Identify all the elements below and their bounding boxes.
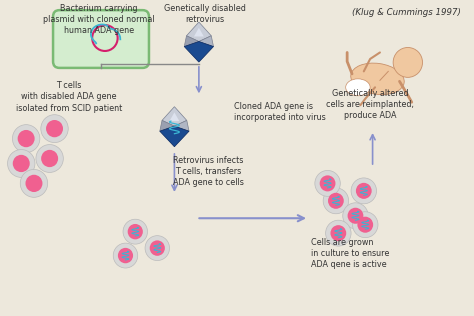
Circle shape	[351, 178, 376, 204]
Circle shape	[12, 125, 40, 153]
Polygon shape	[174, 120, 189, 131]
Text: Genetically altered
cells are reimplanted,
produce ADA: Genetically altered cells are reimplante…	[326, 89, 414, 120]
Circle shape	[145, 236, 170, 261]
Circle shape	[128, 224, 143, 240]
Polygon shape	[160, 120, 174, 131]
Circle shape	[113, 243, 138, 268]
Polygon shape	[194, 28, 204, 36]
Circle shape	[356, 183, 372, 199]
Text: Bacterium carrying
plasmid with cloned normal
human ADA gene: Bacterium carrying plasmid with cloned n…	[43, 4, 155, 35]
Circle shape	[330, 225, 346, 241]
Circle shape	[398, 59, 404, 66]
Polygon shape	[162, 107, 187, 126]
Circle shape	[46, 120, 63, 137]
Polygon shape	[186, 22, 211, 41]
Text: Cells are grown
in culture to ensure
ADA qene is active: Cells are grown in culture to ensure ADA…	[311, 238, 390, 269]
Circle shape	[357, 217, 373, 233]
Polygon shape	[170, 112, 179, 121]
Circle shape	[26, 175, 43, 192]
Circle shape	[18, 130, 35, 147]
Circle shape	[319, 175, 336, 191]
Circle shape	[315, 170, 340, 196]
Circle shape	[347, 208, 364, 224]
Circle shape	[8, 149, 35, 177]
Text: Cloned ADA gene is
incorporated into virus: Cloned ADA gene is incorporated into vir…	[234, 102, 326, 122]
Circle shape	[41, 115, 68, 143]
Circle shape	[393, 47, 422, 77]
Circle shape	[118, 248, 133, 263]
Text: T cells
with disabled ADA gene
isolated from SCID patient: T cells with disabled ADA gene isolated …	[16, 81, 122, 112]
Circle shape	[328, 193, 344, 209]
Text: Genetically disabled
retrovirus: Genetically disabled retrovirus	[164, 4, 246, 24]
Circle shape	[41, 150, 58, 167]
Circle shape	[150, 240, 165, 256]
Text: (Klug & Cummings 1997): (Klug & Cummings 1997)	[352, 8, 461, 17]
Polygon shape	[160, 126, 189, 147]
Circle shape	[343, 203, 368, 229]
Polygon shape	[199, 36, 213, 46]
Ellipse shape	[346, 79, 370, 96]
Circle shape	[36, 144, 64, 173]
Polygon shape	[184, 41, 213, 62]
Ellipse shape	[351, 63, 404, 94]
Circle shape	[20, 169, 48, 197]
Circle shape	[123, 219, 147, 244]
Polygon shape	[184, 36, 199, 46]
Text: Retrovirus infects
T cells, transfers
ADA gene to cells: Retrovirus infects T cells, transfers AD…	[173, 156, 244, 187]
Circle shape	[323, 188, 348, 214]
Circle shape	[326, 220, 351, 246]
Circle shape	[353, 212, 378, 238]
Circle shape	[13, 155, 30, 172]
FancyBboxPatch shape	[53, 10, 149, 68]
